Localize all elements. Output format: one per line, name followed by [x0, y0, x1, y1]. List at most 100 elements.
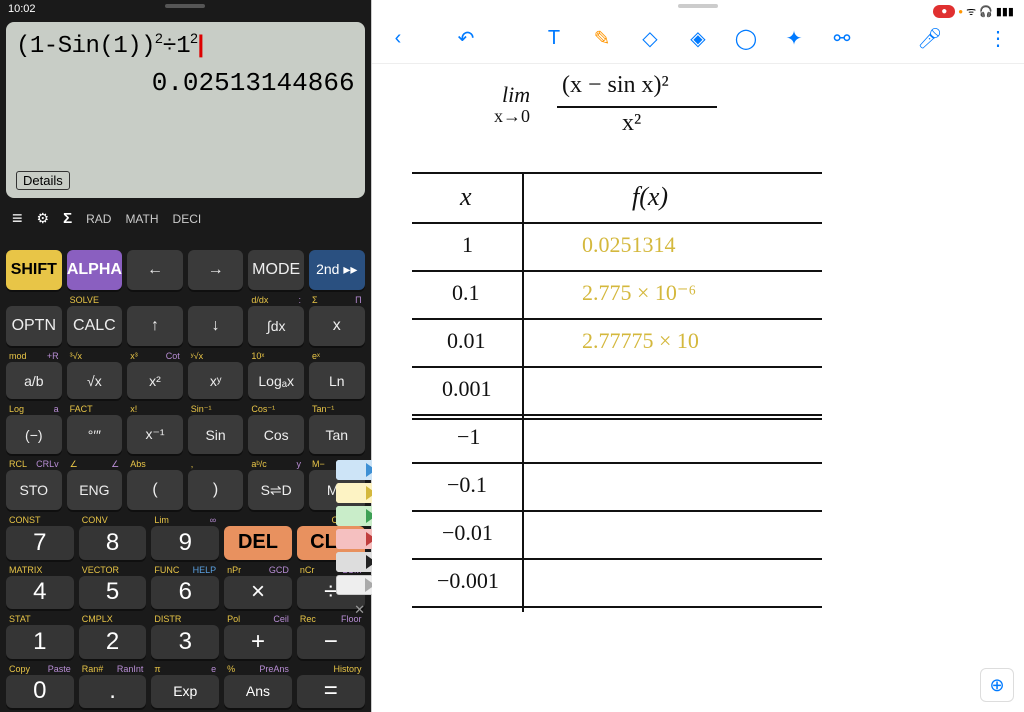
row-line — [412, 606, 822, 608]
pow-key[interactable]: xʸ — [188, 362, 244, 400]
loga-key[interactable]: Logₐx — [248, 362, 304, 400]
row-x: 0.1 — [452, 280, 480, 306]
ans-key[interactable]: Ans — [224, 675, 292, 708]
headphones-icon: 🎧 — [979, 5, 993, 18]
add-key[interactable]: + — [224, 625, 292, 658]
undo-icon[interactable]: ↶ — [452, 25, 480, 53]
location-icon: ● — [958, 7, 963, 16]
gear-icon[interactable]: ⚙ — [37, 210, 50, 227]
back-icon[interactable]: ‹ — [384, 25, 412, 53]
header-fx: f(x) — [632, 182, 668, 212]
battery-icon: ▮▮▮ — [996, 5, 1014, 18]
neg-key[interactable]: (−) — [6, 415, 62, 454]
row-x: −0.001 — [437, 568, 499, 594]
num0-key[interactable]: 0 — [6, 675, 74, 708]
notes-canvas[interactable]: lim x→0 (x − sin x)² x² x f(x) 10.025131… — [372, 64, 1024, 712]
down-key[interactable]: ↓ — [188, 306, 244, 346]
menu-icon[interactable]: ≡ — [12, 208, 23, 229]
sqrt-key[interactable]: √x — [67, 362, 123, 400]
calculator-pane: 10:02 (1-Sin(1))2÷12| 0.02513144866 Deta… — [0, 0, 371, 712]
row-x: −1 — [457, 424, 480, 450]
expression: (1-Sin(1))2÷12| — [16, 30, 355, 60]
table-header-line — [412, 222, 822, 224]
rad-indicator[interactable]: RAD — [86, 212, 111, 226]
shape-icon[interactable]: ✦ — [780, 25, 808, 53]
dms-key[interactable]: °′″ — [67, 415, 123, 454]
row-fx: 2.775 × 10⁻⁶ — [582, 280, 696, 306]
limit-text: lim — [502, 82, 530, 108]
status-bar: 10:02 — [0, 0, 371, 18]
eq-key[interactable]: = — [297, 675, 365, 708]
mode-key[interactable]: MODE — [248, 250, 304, 290]
details-button[interactable]: Details — [16, 171, 70, 190]
row-fx: 2.77775 × 10 — [582, 328, 699, 354]
row-fx: 0.0251314 — [582, 232, 676, 258]
row-line — [412, 510, 822, 512]
calc-key[interactable]: CALC — [67, 306, 123, 346]
mic-icon[interactable]: 🎤︎ — [916, 25, 944, 53]
num1-key[interactable]: 1 — [6, 625, 74, 658]
row-line — [412, 270, 822, 272]
rparen-key[interactable]: ) — [188, 470, 244, 510]
row-x: 1 — [462, 232, 473, 258]
zoom-icon[interactable]: ⊕ — [980, 668, 1014, 702]
math-indicator[interactable]: MATH — [125, 212, 158, 226]
num9-key[interactable]: 9 — [151, 526, 219, 559]
deci-indicator[interactable]: DECI — [173, 212, 202, 226]
alpha-key[interactable]: ALPHA — [67, 250, 123, 290]
calc-display[interactable]: (1-Sin(1))2÷12| 0.02513144866 Details — [6, 22, 365, 198]
keypad: SHIFT ALPHA ← → MODE 2nd ▸▸ OPTN SOLVECA… — [0, 235, 371, 712]
sigma-icon[interactable]: Σ — [63, 210, 72, 227]
lasso-icon[interactable]: ◯ — [732, 25, 760, 53]
sto-key[interactable]: STO — [6, 470, 62, 510]
exp-key[interactable]: Exp — [151, 675, 219, 708]
num3-key[interactable]: 3 — [151, 625, 219, 658]
row-line — [412, 414, 822, 416]
num4-key[interactable]: 4 — [6, 576, 74, 609]
optn-key[interactable]: OPTN — [6, 306, 62, 346]
eng-key[interactable]: ENG — [67, 470, 123, 510]
notes-pane: ● ● ᯤ 🎧 ▮▮▮ ‹ ↶ T ✎ ◇ ◈ ◯ ✦ ⚯ 🎤︎ ⋮ lim x… — [372, 0, 1024, 712]
link-icon[interactable]: ⚯ — [828, 25, 856, 53]
dot-key[interactable]: . — [79, 675, 147, 708]
drag-handle[interactable] — [678, 4, 718, 8]
num7-key[interactable]: 7 — [6, 526, 74, 559]
row-line — [412, 318, 822, 320]
pen-tool-icon[interactable]: ✎ — [588, 25, 616, 53]
ln-key[interactable]: Ln — [309, 362, 365, 400]
square-key[interactable]: x² — [127, 362, 183, 400]
num2-key[interactable]: 2 — [79, 625, 147, 658]
num6-key[interactable]: 6 — [151, 576, 219, 609]
table-vline — [522, 172, 524, 612]
integral-key[interactable]: ∫dx — [248, 306, 304, 346]
text-tool-icon[interactable]: T — [540, 25, 568, 53]
row-line — [412, 558, 822, 560]
lparen-key[interactable]: ( — [127, 470, 183, 510]
mul-key[interactable]: × — [224, 576, 292, 609]
cos-key[interactable]: Cos — [248, 415, 304, 454]
eraser-icon[interactable]: ◈ — [684, 25, 712, 53]
second-key[interactable]: 2nd ▸▸ — [309, 250, 365, 290]
left-key[interactable]: ← — [127, 250, 183, 290]
highlighter-icon[interactable]: ◇ — [636, 25, 664, 53]
num5-key[interactable]: 5 — [79, 576, 147, 609]
more-icon[interactable]: ⋮ — [984, 25, 1012, 53]
sin-key[interactable]: Sin — [188, 415, 244, 454]
shift-key[interactable]: SHIFT — [6, 250, 62, 290]
header-x: x — [460, 182, 472, 212]
del-key[interactable]: DEL — [224, 526, 292, 559]
drag-handle[interactable] — [165, 4, 205, 8]
right-key[interactable]: → — [188, 250, 244, 290]
ipad-status: ● ● ᯤ 🎧 ▮▮▮ — [933, 4, 1014, 19]
up-key[interactable]: ↑ — [127, 306, 183, 346]
frac-key[interactable]: a/b — [6, 362, 62, 400]
x-key[interactable]: x — [309, 306, 365, 346]
xinv-key[interactable]: x⁻¹ — [127, 415, 183, 454]
limit-sub: x→0 — [494, 106, 530, 127]
sd-key[interactable]: S⇌D — [248, 470, 304, 510]
sub-key[interactable]: − — [297, 625, 365, 658]
num8-key[interactable]: 8 — [79, 526, 147, 559]
recording-pill[interactable]: ● — [933, 5, 955, 18]
secondary-bar: ≡ ⚙ Σ RAD MATH DECI — [0, 202, 371, 235]
tan-key[interactable]: Tan — [309, 415, 365, 454]
